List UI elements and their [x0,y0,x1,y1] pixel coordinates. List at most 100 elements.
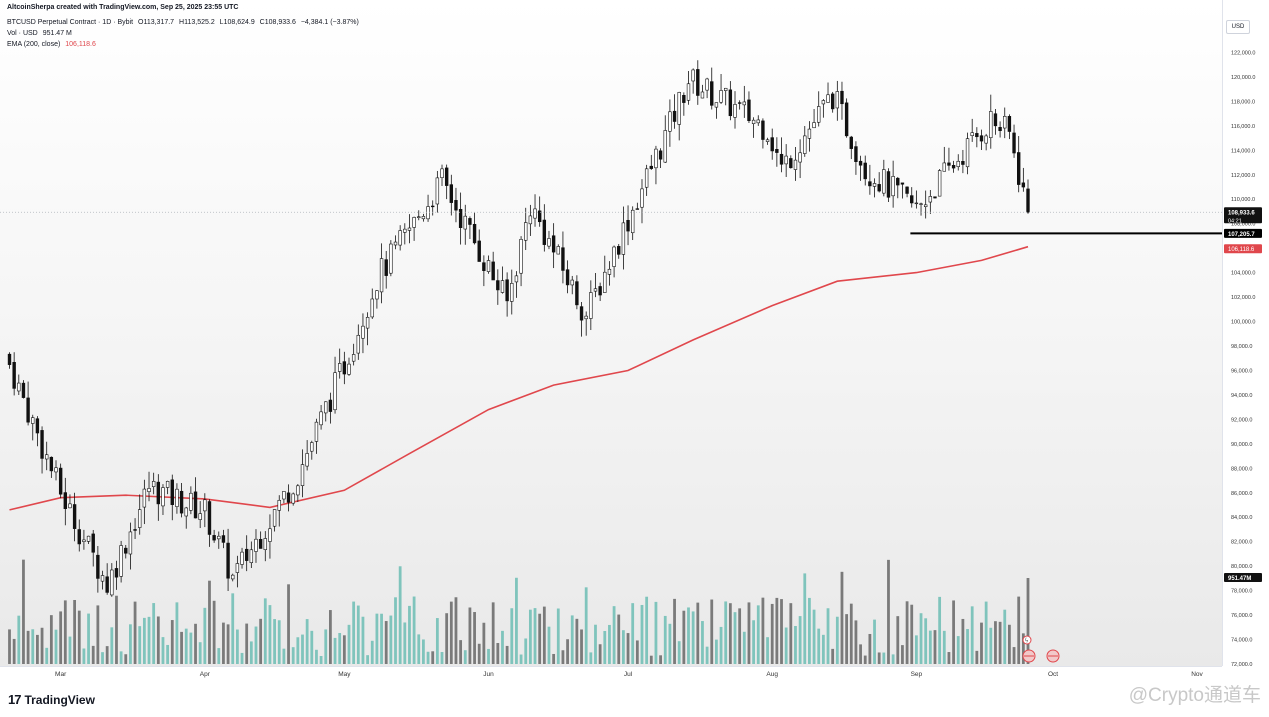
volume-bar [556,608,560,664]
candle-body [784,155,788,165]
candle-body [556,246,560,255]
ema-price-tag [1224,244,1262,254]
candle-body [989,111,993,139]
lightning-icon: ϟ [1025,638,1029,645]
candle-body [942,162,946,172]
candle-body [17,382,21,392]
volume-bar [515,577,518,664]
currency-badge[interactable]: USD [1226,20,1250,34]
volume-bar [273,619,276,664]
volume-bar [468,607,472,664]
volume-bar [491,602,495,664]
candle-body [244,548,249,561]
candle-body [589,292,593,319]
candle-body [886,171,891,198]
volume-bar [217,648,221,664]
volume-bar [45,647,49,664]
candle-body [528,215,533,225]
tradingview-logo-icon: 17 [8,692,22,707]
volume-bar [473,612,476,664]
volume-bar [756,605,760,664]
candle-body [565,269,570,286]
volume-bar [73,599,77,664]
candle-body [575,281,579,306]
tradingview-logo[interactable]: 17 TradingView [8,692,95,707]
volume-bar [82,648,86,664]
volume-bar [924,618,928,664]
volume-bar [231,593,235,664]
candle-body [254,538,258,552]
candle-body [537,210,542,223]
volume-bar [398,566,402,664]
price-tick-labels: 122,000.0 120,000.0 118,000.0 116,000.0 114,… [1231,50,1255,668]
volume-bar [31,629,35,664]
candle-body [291,493,295,504]
volume-bar [575,618,579,664]
dividend-marker-icon[interactable] [1022,635,1032,645]
candle-body [449,184,454,203]
candle-body [770,137,774,152]
time-axis[interactable] [0,666,1222,685]
volume-bar [677,641,681,664]
volume-bar [840,571,844,664]
candle-body [1026,188,1030,213]
candle-body [91,533,95,553]
volume-legend-label[interactable]: Vol · USD [7,30,38,37]
volume-bar [1021,633,1025,664]
price-tick-label: 80,000.0 [1231,564,1252,570]
candle-body [310,442,314,452]
volume-bar [835,616,839,664]
volume-bar [877,652,881,664]
symbol-label[interactable]: BTCUSD Perpetual Contract · 1D · Bybit [7,19,134,26]
candle-body [384,259,388,276]
volume-bar [984,601,988,664]
chart-event-markers[interactable]: ϟ [1022,635,1060,663]
price-tick-label: 116,000.0 [1231,124,1255,130]
candle-body [7,353,12,365]
candle-body [161,487,165,507]
time-tick-label: Jul [624,671,633,678]
candle-body [77,529,81,545]
volume-bar [719,626,723,664]
candle-body [505,279,509,302]
candle-body [296,485,300,496]
candle-body [882,169,886,194]
candle-body [775,149,779,153]
candle-body [961,161,965,165]
volume-bar [101,652,104,664]
candle-body [170,479,174,505]
volume-bar [170,620,174,664]
volume-bar [794,626,797,664]
volume-legend-value: 951.47 M [42,30,72,37]
volume-bar [668,623,672,664]
ema-legend-label[interactable]: EMA (200, close) [7,41,61,48]
chart-plot-area[interactable] [0,0,1222,666]
candle-body [444,167,449,186]
volume-bar [589,652,593,664]
volume-bar [212,600,216,664]
volume-bar [333,637,337,664]
candle-body [128,531,133,555]
change-value: −4,384.1 (−3.87%) [300,19,359,26]
candle-body [500,280,505,293]
ema-layer [9,245,1029,511]
candle-body [570,279,574,286]
price-axis[interactable] [1222,0,1269,666]
candle-body [514,275,519,283]
volume-bar [775,597,779,664]
time-tick-label: Aug [766,671,778,678]
candle-body [654,148,658,169]
price-tick-label: 104,000.0 [1231,271,1255,277]
volume-bar [49,615,53,664]
volume-bar [96,605,100,664]
candle-body [649,165,653,169]
candle-body [258,538,263,549]
candle-body [58,467,63,495]
volume-bar [570,615,574,664]
candle-body [547,238,551,247]
volume-bar [440,652,444,664]
candle-body [435,177,440,205]
candle-body [937,170,942,197]
candle-body [165,481,170,488]
price-tick-label: 72,000.0 [1231,662,1252,668]
